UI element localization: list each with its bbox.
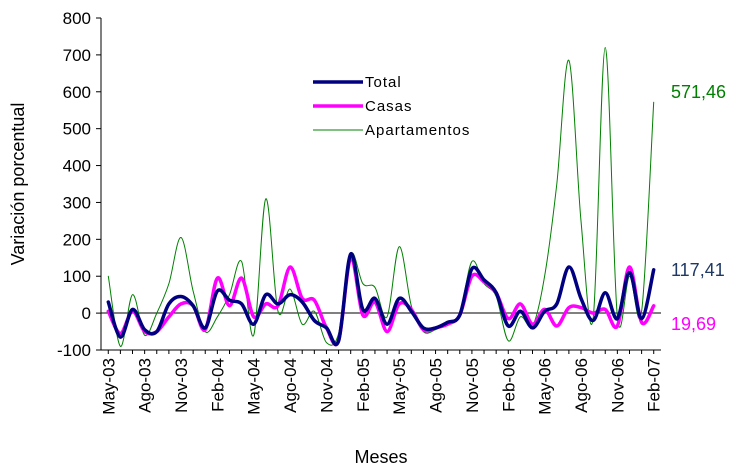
plot-area	[100, 18, 661, 351]
y-tick-label: 700	[63, 46, 91, 65]
x-tick-label: Feb-06	[499, 358, 518, 412]
x-tick-label: Nov-06	[608, 358, 627, 413]
x-tick-label: Feb-05	[354, 358, 373, 412]
x-tick-label: Nov-05	[463, 358, 482, 413]
series-line-total	[106, 252, 656, 347]
y-axis-ticks: -100 0 100 200 300 400 500 600 700 800	[57, 9, 101, 360]
series-lines	[106, 46, 656, 347]
legend-label-casas: Casas	[365, 98, 413, 115]
y-tick-label: 0	[82, 304, 91, 323]
y-tick-label: 100	[63, 267, 91, 286]
x-tick-label: May-04	[245, 358, 264, 415]
y-axis-title: Variación porcentual	[8, 103, 28, 266]
x-tick-label: May-05	[390, 358, 409, 415]
legend-label-apartamentos: Apartamentos	[365, 122, 470, 139]
x-tick-label: Ago-05	[427, 358, 446, 413]
x-tick-label: Ago-06	[572, 358, 591, 413]
x-tick-label: Nov-04	[317, 358, 336, 413]
x-tick-label: May-03	[99, 358, 118, 415]
x-tick-label: Ago-04	[281, 358, 300, 413]
legend-label-total: Total	[365, 74, 402, 91]
y-tick-label: 400	[63, 157, 91, 176]
end-label-apartamentos: 571,46	[671, 82, 726, 102]
end-labels: 571,46 117,41 19,69	[671, 82, 726, 334]
x-axis-title: Meses	[354, 447, 407, 467]
x-tick-label: May-06	[536, 358, 555, 415]
end-label-casas: 19,69	[671, 314, 716, 334]
legend: Total Casas Apartamentos	[313, 74, 470, 139]
y-tick-label: 500	[63, 120, 91, 139]
y-tick-label: 200	[63, 230, 91, 249]
x-tick-label: Ago-03	[136, 358, 155, 413]
x-tick-label: Feb-07	[645, 358, 664, 412]
y-tick-label: 600	[63, 83, 91, 102]
end-label-total: 117,41	[671, 260, 725, 280]
y-tick-label: -100	[57, 341, 91, 360]
x-tick-label: Nov-03	[172, 358, 191, 413]
x-axis-ticks: May-03 Ago-03 Nov-03 Feb-04 May-04 Ago-04 Nov-…	[99, 350, 664, 415]
y-tick-label: 300	[63, 193, 91, 212]
y-tick-label: 800	[63, 9, 91, 28]
x-tick-label: Feb-04	[208, 358, 227, 412]
